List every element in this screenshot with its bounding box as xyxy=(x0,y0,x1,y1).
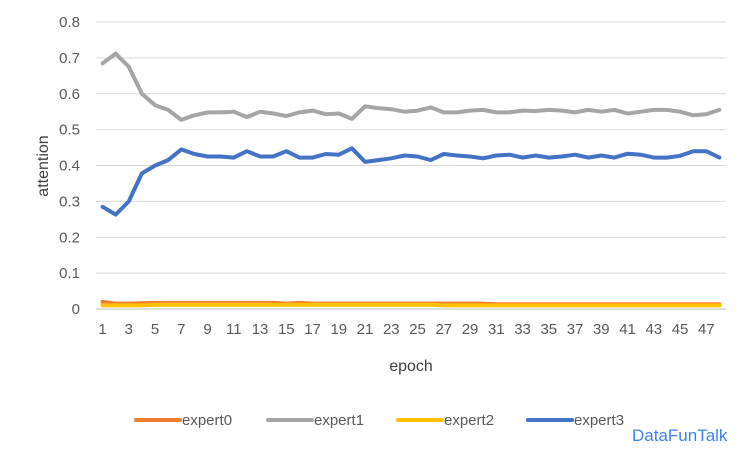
y-tick-label: 0.4 xyxy=(59,158,80,175)
y-tick-label: 0.1 xyxy=(59,265,80,282)
x-tick-label: 9 xyxy=(203,321,211,338)
x-tick-label: 13 xyxy=(252,321,269,338)
x-tick-label: 47 xyxy=(698,321,715,338)
x-tick-label: 21 xyxy=(357,321,374,338)
y-axis-ticks: 0 0.1 0.2 0.3 0.4 0.5 0.6 0.7 0.8 xyxy=(59,14,80,318)
legend: expert0 expert1 expert2 expert3 xyxy=(134,412,624,429)
series-line-expert2 xyxy=(100,302,722,308)
series-line-expert1 xyxy=(100,51,722,122)
y-tick-label: 0.5 xyxy=(59,122,80,139)
gridlines xyxy=(96,21,726,310)
y-tick-label: 0 xyxy=(72,301,80,318)
legend-label-expert2: expert2 xyxy=(444,412,494,429)
x-tick-label: 17 xyxy=(304,321,321,338)
x-tick-label: 29 xyxy=(462,321,479,338)
x-tick-label: 41 xyxy=(619,321,636,338)
y-tick-label: 0.8 xyxy=(59,14,80,31)
x-tick-label: 35 xyxy=(540,321,557,338)
x-tick-label: 15 xyxy=(278,321,295,338)
series-line-expert3 xyxy=(100,146,722,217)
x-tick-label: 45 xyxy=(672,321,689,338)
y-axis-title: attention xyxy=(35,135,52,196)
x-axis-ticks: 1 3 5 7 9 11 13 15 17 19 21 23 25 27 29 31 33 35 37 39 41 43 4… xyxy=(98,321,714,338)
x-tick-label: 5 xyxy=(151,321,159,338)
legend-label-expert3: expert3 xyxy=(574,412,624,429)
y-tick-label: 0.3 xyxy=(59,193,80,210)
y-tick-label: 0.2 xyxy=(59,229,80,246)
x-tick-label: 3 xyxy=(125,321,133,338)
x-tick-label: 23 xyxy=(383,321,400,338)
watermark: DataFunTalk xyxy=(632,426,728,445)
legend-label-expert0: expert0 xyxy=(182,412,232,429)
x-tick-label: 19 xyxy=(330,321,347,338)
x-tick-label: 33 xyxy=(514,321,531,338)
x-tick-label: 1 xyxy=(98,321,106,338)
x-tick-label: 7 xyxy=(177,321,185,338)
y-tick-label: 0.7 xyxy=(59,50,80,67)
x-tick-label: 31 xyxy=(488,321,505,338)
y-tick-label: 0.6 xyxy=(59,86,80,103)
x-axis-title: epoch xyxy=(389,358,433,375)
x-tick-label: 27 xyxy=(435,321,452,338)
x-tick-label: 37 xyxy=(567,321,584,338)
x-tick-label: 43 xyxy=(645,321,662,338)
x-tick-label: 11 xyxy=(226,321,242,338)
x-tick-label: 39 xyxy=(593,321,610,338)
legend-label-expert1: expert1 xyxy=(314,412,364,429)
x-tick-label: 25 xyxy=(409,321,426,338)
series-lines xyxy=(100,51,722,308)
